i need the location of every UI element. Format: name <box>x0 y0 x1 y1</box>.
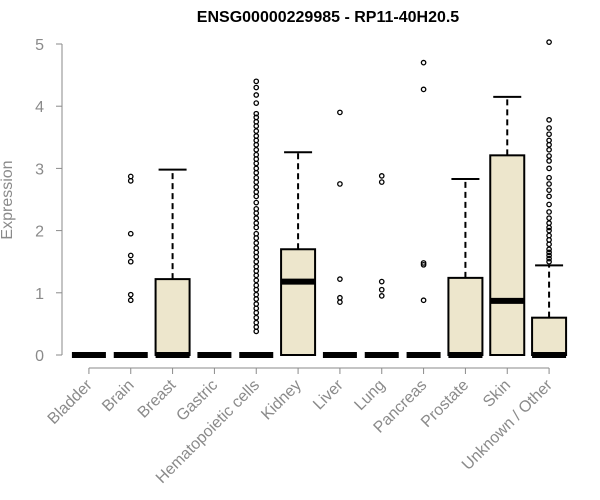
box-8 <box>364 173 399 358</box>
box-outlier-point <box>253 215 260 222</box>
box-outlier-point <box>546 153 552 159</box>
box-body <box>280 248 317 356</box>
box-outlier-point <box>127 230 134 237</box>
box-outlier-point <box>378 179 385 185</box>
box-outlier-point <box>378 173 385 179</box>
box-10 <box>447 177 484 358</box>
box-outlier-point <box>253 205 260 212</box>
box-outlier-point <box>546 181 552 187</box>
box-outlier-point <box>546 165 552 172</box>
box-outlier-point <box>253 314 260 321</box>
box-outlier-point <box>253 78 260 85</box>
box-outlier-point <box>253 84 260 91</box>
box-outlier-point <box>253 258 260 265</box>
box-outlier-point <box>253 230 260 237</box>
x-tick-label: Breast <box>135 376 180 421</box>
x-tick-label: Lung <box>351 377 388 414</box>
box-3 <box>154 168 191 358</box>
box-outlier-point <box>546 187 552 194</box>
box-body <box>447 276 484 357</box>
box-outlier-point <box>546 255 552 262</box>
box-outlier-point <box>253 240 260 246</box>
box-outlier-point <box>378 278 385 285</box>
box-outlier-point <box>127 291 134 298</box>
box-outlier-point <box>546 117 552 123</box>
box-outlier-point <box>253 184 260 190</box>
box-outlier-point <box>546 258 552 265</box>
box-outlier-point <box>127 258 134 265</box>
y-tick-label: 4 <box>35 99 44 116</box>
box-outlier-point <box>546 215 552 222</box>
box-outlier-point <box>546 252 552 259</box>
y-tick-label: 0 <box>35 348 44 365</box>
box-outlier-point <box>337 181 343 187</box>
box-outlier-point <box>546 137 552 144</box>
box-body <box>154 278 191 356</box>
box-body <box>489 154 526 356</box>
box-9 <box>406 59 441 358</box>
box-6 <box>280 151 317 356</box>
box-outlier-point <box>546 158 552 164</box>
chart-title: ENSG00000229985 - RP11-40H20.5 <box>197 9 460 26</box>
box-outlier-point <box>253 92 260 98</box>
box-2 <box>113 173 148 358</box>
box-outlier-point <box>127 252 134 259</box>
box-outlier-point <box>546 227 552 234</box>
box-outlier-point <box>420 260 427 266</box>
y-tick-label: 5 <box>35 37 44 54</box>
box-outlier-point <box>546 249 552 256</box>
y-tick-label: 3 <box>35 161 44 178</box>
box-outlier-point <box>253 114 260 121</box>
x-tick-label: Skin <box>480 377 514 411</box>
box-outlier-point <box>546 146 552 153</box>
y-tick-label: 1 <box>35 286 44 303</box>
box-outlier-point <box>378 286 385 293</box>
box-outlier-point <box>546 193 552 200</box>
box-outlier-point <box>420 297 427 304</box>
box-outlier-point <box>253 277 260 284</box>
box-12 <box>531 39 568 358</box>
boxes-group <box>71 39 568 358</box>
box-outlier-point <box>546 174 552 181</box>
box-outlier-point <box>378 293 385 299</box>
box-outlier-point <box>253 146 260 153</box>
box-outlier-point <box>127 173 134 180</box>
box-7 <box>322 109 357 358</box>
box-outlier-point <box>253 110 260 117</box>
box-outlier-point <box>337 294 343 301</box>
box-body <box>531 316 568 356</box>
x-tick-label: Kidney <box>258 377 305 424</box>
y-axis: 0 1 2 3 4 5 <box>35 37 63 365</box>
box-outlier-point <box>546 131 552 138</box>
box-outlier-point <box>127 297 134 304</box>
box-outlier-point <box>546 39 552 45</box>
box-outlier-point <box>337 276 343 282</box>
box-outlier-point <box>420 86 427 93</box>
box-outlier-point <box>546 201 552 208</box>
box-outlier-point <box>253 128 260 134</box>
box-5 <box>239 78 274 358</box>
y-axis-label: Expression <box>0 160 16 239</box>
x-tick-label: Bladder <box>45 376 96 427</box>
box-outlier-point <box>337 109 343 116</box>
box-outlier-point <box>253 100 260 106</box>
box-outlier-point <box>420 261 427 268</box>
box-outlier-point <box>420 59 427 66</box>
box-11 <box>489 95 526 356</box>
box-outlier-point <box>253 199 260 206</box>
box-outlier-point <box>546 209 552 215</box>
y-tick-label: 2 <box>35 224 44 241</box>
x-tick-label: Liver <box>310 376 347 413</box>
x-tick-label: Brain <box>99 377 137 415</box>
box-outlier-point <box>546 125 552 131</box>
